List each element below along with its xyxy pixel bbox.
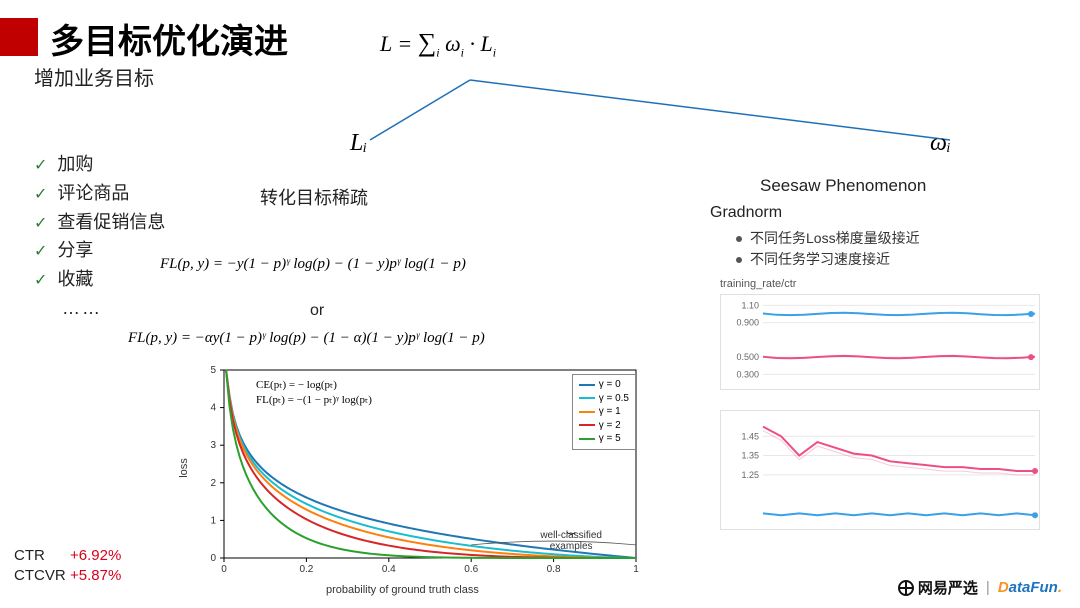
svg-text:1: 1 xyxy=(633,564,639,575)
yanxuan-logo: 网易严选 xyxy=(898,577,978,598)
svg-text:0.8: 0.8 xyxy=(547,564,561,575)
grad-item: 不同任务Loss梯度量级接近 xyxy=(750,230,920,246)
check-icon: ✓ xyxy=(34,211,47,237)
svg-text:1.35: 1.35 xyxy=(741,451,759,461)
svg-text:4: 4 xyxy=(210,403,216,414)
inset-line: FL(pₜ) = −(1 − pₜ)ᵞ log(pₜ) xyxy=(256,393,372,408)
svg-text:3: 3 xyxy=(210,440,216,451)
ctr-label: CTR xyxy=(14,546,70,566)
mini-chart-1-svg: 0.300 0.500 0.900 1.10 xyxy=(721,295,1041,391)
bullet-icon xyxy=(736,257,742,263)
mini-chart-2: 1.25 1.35 1.45 xyxy=(720,410,1040,530)
svg-text:0.900: 0.900 xyxy=(736,318,759,328)
check-icon: ✓ xyxy=(34,153,47,179)
svg-text:0.300: 0.300 xyxy=(736,369,759,379)
datafun-logo: DataFun. xyxy=(998,579,1062,596)
ctcvr-value: +5.87% xyxy=(70,567,121,584)
svg-text:5: 5 xyxy=(210,365,216,376)
ellipsis: …… xyxy=(62,294,165,323)
grad-item: 不同任务学习速度接近 xyxy=(750,251,890,267)
check-item: 评论商品 xyxy=(57,179,129,208)
page-title: 多目标优化演进 xyxy=(50,14,288,63)
check-icon: ✓ xyxy=(34,182,47,208)
well-classified-text: well-classified examples xyxy=(540,530,602,552)
svg-text:0.6: 0.6 xyxy=(464,564,478,575)
focal-loss-chart: 00.20.40.60.81012345 loss probability of… xyxy=(186,362,646,594)
focal-loss-formula-1: FL(p, y) = −y(1 − p)ᵞ log(p) − (1 − y)pᵞ… xyxy=(160,256,466,273)
metrics-box: CTR+6.92% CTCVR+5.87% xyxy=(14,546,121,587)
svg-text:1.25: 1.25 xyxy=(741,470,759,480)
seesaw-title: Seesaw Phenomenon xyxy=(760,176,926,196)
mini-chart-1: 0.300 0.500 0.900 1.10 xyxy=(720,294,1040,390)
loss-formula: L = ∑i ωi · Li xyxy=(380,28,496,60)
node-li: Lᵢ xyxy=(350,130,367,157)
svg-text:0: 0 xyxy=(210,553,216,564)
svg-text:0.500: 0.500 xyxy=(736,352,759,362)
mini-chart-2-svg: 1.25 1.35 1.45 xyxy=(721,411,1041,531)
gradnorm-bullets: 不同任务Loss梯度量级接近 不同任务学习速度接近 xyxy=(736,228,920,270)
check-item: 收藏 xyxy=(57,265,93,294)
bullet-icon xyxy=(736,236,742,242)
svg-text:0.4: 0.4 xyxy=(382,564,396,575)
chart-legend: γ = 0γ = 0.5γ = 1γ = 2γ = 5 xyxy=(572,374,636,450)
gradnorm-title: Gradnorm xyxy=(710,204,782,222)
chart-xlabel: probability of ground truth class xyxy=(326,584,479,596)
left-section-title: 转化目标稀疏 xyxy=(260,184,368,210)
ctcvr-label: CTCVR xyxy=(14,566,70,586)
sep: | xyxy=(986,579,990,596)
subtitle: 增加业务目标 xyxy=(34,62,154,91)
focal-loss-formula-2: FL(p, y) = −αy(1 − p)ᵞ log(p) − (1 − α)(… xyxy=(128,330,485,347)
well-classified-label: ⏟ well-classified examples xyxy=(540,523,602,552)
chart-inset-formulas: CE(pₜ) = − log(pₜ) FL(pₜ) = −(1 − pₜ)ᵞ l… xyxy=(256,378,372,409)
check-icon: ✓ xyxy=(34,268,47,294)
check-item: 分享 xyxy=(57,236,93,265)
svg-text:1: 1 xyxy=(210,515,216,526)
yanxuan-text: 网易严选 xyxy=(918,577,978,598)
yanxuan-icon xyxy=(898,580,914,596)
svg-text:1.45: 1.45 xyxy=(741,431,759,441)
inset-line: CE(pₜ) = − log(pₜ) xyxy=(256,378,372,393)
chart-ylabel: loss xyxy=(178,458,190,478)
check-item: 查看促销信息 xyxy=(57,208,165,237)
check-item: 加购 xyxy=(57,150,93,179)
svg-text:0: 0 xyxy=(221,564,227,575)
node-wi: ωᵢ xyxy=(930,130,951,157)
svg-text:1.10: 1.10 xyxy=(741,300,759,310)
training-rate-label: training_rate/ctr xyxy=(720,278,796,290)
check-icon: ✓ xyxy=(34,239,47,265)
checklist: ✓ 加购 ✓ 评论商品 ✓ 查看促销信息 ✓ 分享 ✓ 收藏 …… xyxy=(34,150,165,323)
svg-text:2: 2 xyxy=(210,478,216,489)
footer-logos: 网易严选 | DataFun. xyxy=(898,577,1062,598)
accent-block xyxy=(0,18,38,56)
svg-text:0.2: 0.2 xyxy=(299,564,313,575)
or-label: or xyxy=(310,302,324,320)
ctr-value: +6.92% xyxy=(70,547,121,564)
